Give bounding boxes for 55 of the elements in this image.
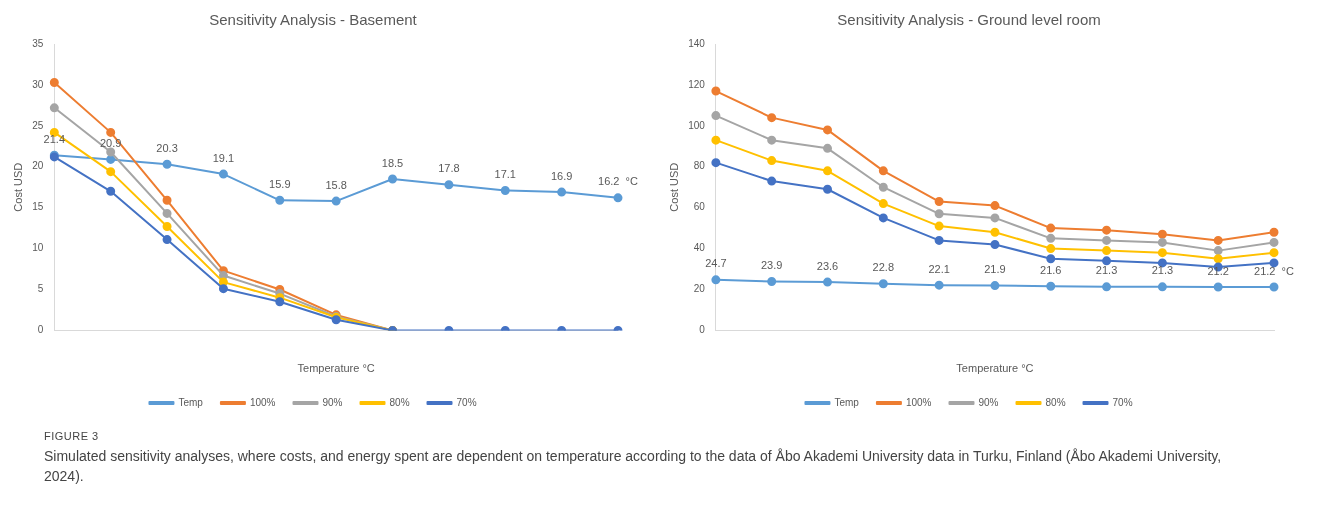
y-tick-label: 0: [699, 324, 706, 336]
y-tick-label: 40: [693, 242, 706, 254]
legend-label: 100%: [249, 396, 276, 408]
legend-label: 90%: [978, 396, 999, 408]
data-label: 17.8: [438, 162, 460, 175]
x-axis-title: Temperature °C: [956, 362, 1034, 375]
y-tick-label: 5: [37, 283, 44, 295]
legend-label: 70%: [456, 396, 477, 408]
data-label: 16.9: [550, 169, 573, 182]
data-label: 23.6: [816, 259, 839, 272]
data-label: 15.9: [269, 177, 291, 190]
data-label: 21.2 °C: [1254, 264, 1294, 277]
legend-label: 80%: [389, 396, 410, 408]
y-tick-label: 140: [688, 37, 706, 49]
data-label: 22.8: [872, 261, 895, 274]
y-tick-label: 10: [32, 242, 44, 254]
text: Simulated sensitivity analyses, where costs, and energy spent are dependent on temperature according to the data of Åbo Akademi University data in Turku, Finland (Åbo Akademi University, 2024).: [44, 447, 1223, 486]
legend-label: 100%: [905, 396, 932, 408]
legend-label: Temp: [178, 396, 204, 408]
y-axis-title: Cost USD: [11, 162, 24, 212]
data-label: 21.2: [1207, 264, 1229, 277]
y-tick-label: 80: [693, 160, 706, 172]
y-tick-label: 30: [32, 78, 44, 90]
data-label: 21.3: [1151, 264, 1174, 277]
data-label: 18.5: [381, 156, 404, 169]
y-tick-label: 15: [32, 201, 44, 213]
y-tick-label: 100: [688, 119, 706, 131]
chart-title: Sensitivity Analysis - Ground level room: [837, 11, 1101, 29]
y-tick-label: 60: [693, 201, 706, 213]
y-tick-label: 120: [688, 78, 706, 90]
legend-label: 90%: [322, 396, 343, 408]
caption: FIGURE 3: [44, 430, 100, 442]
y-tick-label: 25: [32, 119, 44, 131]
legend-label: 80%: [1045, 396, 1066, 408]
y-tick-label: 0: [37, 324, 44, 336]
data-label: 22.1: [928, 262, 950, 275]
data-label: 21.6: [1040, 263, 1062, 276]
data-label: 21.9: [984, 263, 1006, 276]
data-label: 21.4: [43, 132, 66, 145]
y-tick-label: 20: [32, 160, 44, 172]
legend-label: 70%: [1112, 396, 1133, 408]
data-label: 24.7: [705, 257, 727, 270]
data-label: 19.1: [212, 151, 235, 164]
y-tick-label: 35: [32, 37, 44, 49]
x-axis-title: Temperature °C: [297, 362, 375, 375]
y-tick-label: 20: [693, 283, 706, 295]
legend-label: Temp: [834, 396, 860, 408]
data-label: 20.3: [156, 141, 178, 154]
y-axis-title: Cost USD: [667, 162, 680, 212]
data-label: 21.3: [1095, 264, 1118, 277]
data-label: 16.2 °C: [598, 175, 638, 188]
data-label: 17.1: [494, 168, 516, 180]
chart-title: Sensitivity Analysis - Basement: [209, 11, 418, 29]
data-label: 15.8: [325, 178, 347, 191]
data-label: 23.9: [760, 259, 783, 272]
